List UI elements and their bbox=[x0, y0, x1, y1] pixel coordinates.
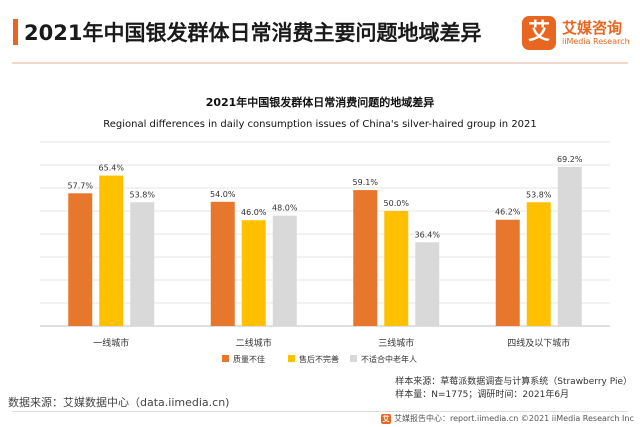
legend-label: 质量不佳 bbox=[233, 354, 265, 364]
bar bbox=[557, 166, 582, 326]
brand-logo-group: 艾 艾媒咨询 iiMedia Research bbox=[522, 16, 636, 52]
data-label: 69.2% bbox=[557, 155, 583, 164]
footer-copyright: 艾媒报告中心：report.iimedia.cn ©2021 iiMedia R… bbox=[394, 414, 634, 423]
footer-divider bbox=[12, 411, 628, 412]
bar bbox=[130, 202, 155, 326]
sample-source: 样本来源：草莓派数据调查与计算系统（Strawberry Pie） bbox=[395, 377, 632, 387]
legend-label: 不适合中老年人 bbox=[361, 354, 417, 364]
bar bbox=[415, 242, 440, 326]
bar bbox=[210, 201, 235, 326]
x-tick-label: 一线城市 bbox=[93, 337, 129, 349]
bar bbox=[241, 220, 266, 326]
brand-name: 艾媒咨询 bbox=[562, 19, 623, 37]
data-label: 53.8% bbox=[526, 190, 552, 199]
data-label: 54.0% bbox=[210, 190, 236, 199]
data-label: 50.0% bbox=[384, 199, 410, 208]
brand-subtitle: iiMedia Research bbox=[562, 37, 630, 46]
bar bbox=[99, 175, 124, 326]
brand-logo-icon: 艾 bbox=[522, 16, 556, 50]
data-label: 57.7% bbox=[68, 181, 94, 190]
x-tick-label: 二线城市 bbox=[236, 337, 272, 349]
chart-subtitle: Regional differences in daily consumptio… bbox=[103, 119, 537, 130]
data-label: 46.0% bbox=[241, 208, 267, 217]
legend-swatch bbox=[222, 355, 229, 362]
legend-swatch bbox=[350, 355, 357, 362]
data-label: 48.0% bbox=[272, 204, 298, 213]
header-divider bbox=[12, 62, 628, 64]
data-source: 数据来源：艾媒数据中心（data.iimedia.cn) bbox=[8, 396, 230, 409]
sample-size: 样本量：N=1775；调研时间：2021年6月 bbox=[395, 390, 570, 400]
legend-label: 售后不完善 bbox=[299, 354, 339, 364]
bar bbox=[272, 215, 297, 326]
bar bbox=[495, 219, 520, 326]
footer-bar: 艾 艾媒报告中心：report.iimedia.cn ©2021 iiMedia… bbox=[0, 411, 640, 427]
legend-swatch bbox=[288, 355, 295, 362]
x-tick-label: 三线城市 bbox=[378, 337, 414, 349]
data-label: 36.4% bbox=[415, 230, 441, 239]
data-label: 46.2% bbox=[495, 208, 521, 217]
data-label: 59.1% bbox=[353, 178, 379, 187]
bar bbox=[384, 211, 409, 326]
chart-title: 2021年中国银发群体日常消费问题的地域差异 bbox=[206, 95, 435, 109]
data-label: 53.8% bbox=[130, 190, 156, 199]
x-tick-label: 四线及以下城市 bbox=[507, 337, 570, 349]
title-accent-bar bbox=[13, 19, 18, 45]
data-label: 65.4% bbox=[99, 164, 125, 173]
bar bbox=[353, 190, 378, 326]
bar bbox=[68, 193, 93, 326]
sample-info: 样本来源：草莓派数据调查与计算系统（Strawberry Pie） 样本量：N=… bbox=[395, 376, 632, 402]
bar bbox=[526, 202, 551, 326]
page-header: 2021年中国银发群体日常消费主要问题地域差异 艾 艾媒咨询 iiMedia R… bbox=[0, 0, 640, 70]
page-title: 2021年中国银发群体日常消费主要问题地域差异 bbox=[24, 21, 482, 45]
footer-logo-icon: 艾 bbox=[381, 414, 391, 424]
